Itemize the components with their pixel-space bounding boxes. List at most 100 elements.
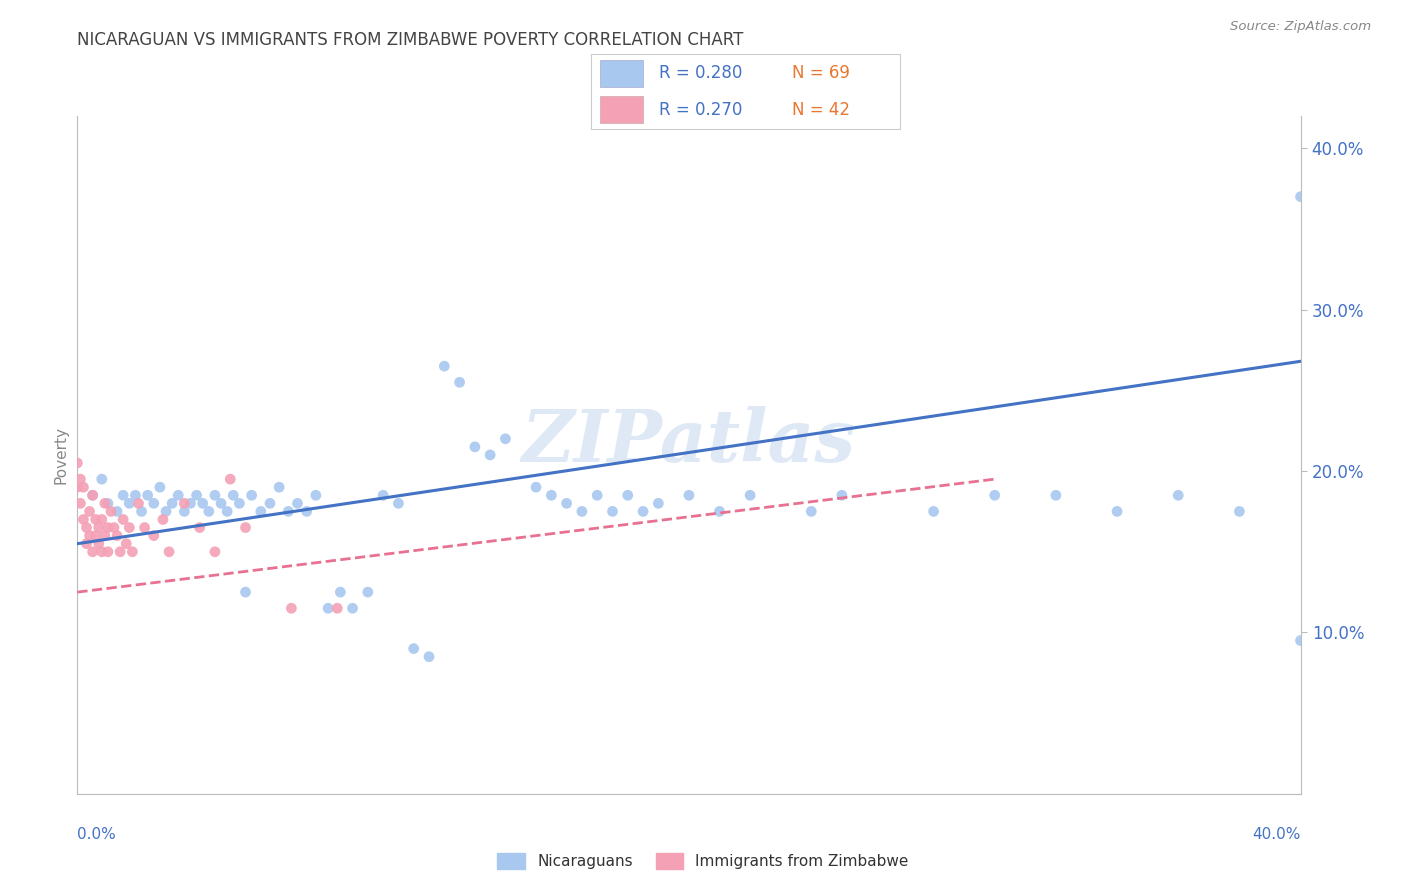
Point bbox=[105, 504, 128, 518]
Point bbox=[287, 496, 309, 510]
Point bbox=[217, 504, 239, 518]
Point bbox=[464, 440, 486, 454]
Point bbox=[1289, 633, 1312, 648]
Point bbox=[922, 504, 945, 518]
Point bbox=[97, 496, 120, 510]
Point bbox=[142, 496, 165, 510]
Point bbox=[617, 488, 640, 502]
Point bbox=[124, 488, 146, 502]
Point bbox=[142, 528, 165, 542]
Point bbox=[1107, 504, 1129, 518]
Bar bbox=[600, 96, 643, 123]
Point bbox=[100, 504, 122, 518]
Bar bbox=[600, 60, 643, 87]
Point bbox=[209, 496, 232, 510]
Text: 0.0%: 0.0% bbox=[77, 827, 117, 841]
Point bbox=[433, 359, 456, 373]
Point bbox=[329, 585, 352, 599]
Point bbox=[82, 488, 104, 502]
Point bbox=[371, 488, 394, 502]
Point bbox=[152, 512, 174, 526]
Point bbox=[1167, 488, 1189, 502]
Point bbox=[136, 488, 159, 502]
Point bbox=[250, 504, 273, 518]
Point bbox=[112, 512, 135, 526]
Point bbox=[1289, 189, 1312, 203]
Point bbox=[108, 545, 131, 559]
Point bbox=[87, 537, 110, 551]
Point bbox=[740, 488, 762, 502]
Point bbox=[831, 488, 853, 502]
Point bbox=[449, 376, 471, 390]
Point bbox=[326, 601, 349, 615]
Point bbox=[103, 520, 125, 534]
Text: R = 0.280: R = 0.280 bbox=[658, 64, 742, 82]
Point bbox=[82, 545, 104, 559]
Point bbox=[90, 472, 112, 486]
Point bbox=[97, 545, 120, 559]
Point bbox=[269, 480, 291, 494]
Point bbox=[235, 585, 257, 599]
Text: R = 0.270: R = 0.270 bbox=[658, 101, 742, 119]
Y-axis label: Poverty: Poverty bbox=[53, 425, 69, 484]
Point bbox=[76, 520, 98, 534]
Point bbox=[90, 545, 112, 559]
Point bbox=[157, 545, 180, 559]
Point bbox=[219, 472, 242, 486]
Point bbox=[495, 432, 517, 446]
Point bbox=[112, 488, 135, 502]
Point bbox=[647, 496, 669, 510]
Point bbox=[121, 545, 143, 559]
Point bbox=[387, 496, 409, 510]
Point bbox=[72, 480, 94, 494]
Point bbox=[115, 537, 138, 551]
Point bbox=[173, 496, 195, 510]
Point bbox=[316, 601, 339, 615]
Point bbox=[204, 545, 226, 559]
Point bbox=[84, 512, 107, 526]
Point bbox=[94, 528, 117, 542]
Point bbox=[79, 528, 101, 542]
Point bbox=[191, 496, 214, 510]
Point bbox=[179, 496, 201, 510]
Point bbox=[709, 504, 731, 518]
Point bbox=[97, 520, 120, 534]
Point bbox=[984, 488, 1007, 502]
Point bbox=[66, 456, 89, 470]
Point bbox=[105, 528, 128, 542]
Point bbox=[69, 472, 91, 486]
Point bbox=[87, 520, 110, 534]
Legend: Nicaraguans, Immigrants from Zimbabwe: Nicaraguans, Immigrants from Zimbabwe bbox=[491, 847, 915, 875]
Point bbox=[128, 496, 150, 510]
Point bbox=[160, 496, 183, 510]
Point bbox=[479, 448, 502, 462]
Point bbox=[94, 496, 117, 510]
Point bbox=[149, 480, 172, 494]
Point bbox=[134, 520, 156, 534]
Text: 40.0%: 40.0% bbox=[1253, 827, 1301, 841]
Point bbox=[586, 488, 609, 502]
Point bbox=[1229, 504, 1251, 518]
Point bbox=[188, 520, 211, 534]
Point bbox=[402, 641, 425, 656]
Point bbox=[167, 488, 190, 502]
Point bbox=[118, 496, 141, 510]
Text: Source: ZipAtlas.com: Source: ZipAtlas.com bbox=[1230, 20, 1371, 33]
Point bbox=[418, 649, 440, 664]
Point bbox=[186, 488, 208, 502]
Text: N = 69: N = 69 bbox=[792, 64, 849, 82]
Point bbox=[295, 504, 318, 518]
Point bbox=[173, 504, 195, 518]
Point bbox=[79, 504, 101, 518]
Point bbox=[342, 601, 364, 615]
Point bbox=[198, 504, 221, 518]
Point bbox=[76, 537, 98, 551]
Point bbox=[571, 504, 593, 518]
Point bbox=[69, 496, 91, 510]
Point bbox=[222, 488, 245, 502]
Point bbox=[228, 496, 250, 510]
Point bbox=[602, 504, 624, 518]
Text: ZIPatlas: ZIPatlas bbox=[522, 406, 856, 477]
Text: N = 42: N = 42 bbox=[792, 101, 849, 119]
Point bbox=[66, 480, 89, 494]
